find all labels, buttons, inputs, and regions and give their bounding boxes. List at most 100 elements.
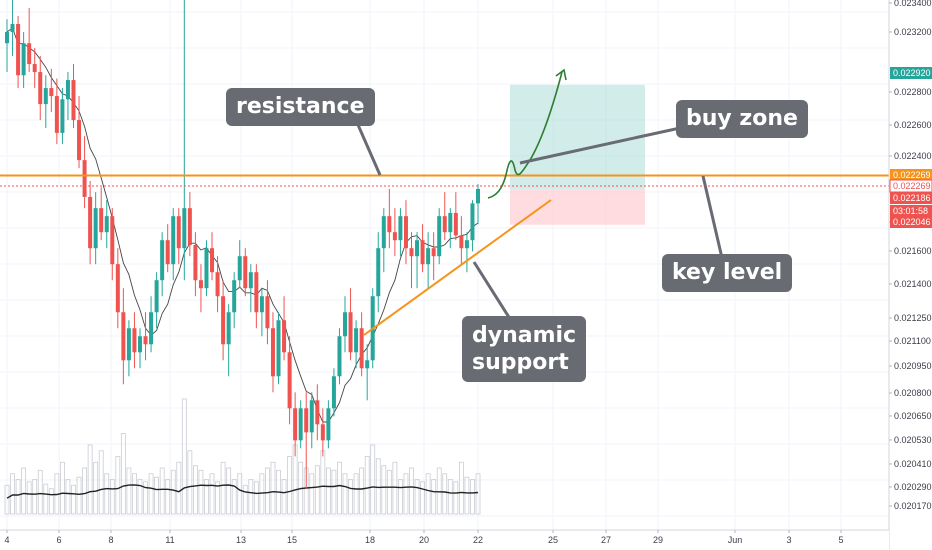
volume-bar: [237, 473, 243, 515]
volume-bar: [76, 476, 82, 515]
volume-bar: [458, 461, 464, 515]
candle: [121, 288, 126, 385]
volume-bar: [170, 469, 176, 515]
price-moving-average: [6, 27, 479, 423]
volume-bar: [215, 481, 220, 515]
volume-bar: [381, 465, 387, 515]
volume-bar: [43, 483, 49, 515]
resistance-pointer: [353, 117, 382, 176]
volume-bar: [226, 467, 232, 515]
price-tick-label: 0.022400: [894, 151, 932, 161]
candle: [99, 187, 104, 241]
candle: [82, 136, 87, 209]
volume-bar: [431, 479, 437, 515]
volume-bar: [375, 458, 381, 515]
price-tag: 0.022046: [890, 216, 932, 228]
candle: [442, 192, 447, 241]
volume-bar: [359, 467, 365, 515]
volume-bar: [159, 467, 165, 515]
time-tick-label: 4: [4, 535, 9, 545]
candle: [160, 232, 165, 297]
volume-bar: [420, 481, 425, 515]
candle: [88, 180, 93, 265]
volume-bar: [109, 479, 115, 515]
volume-bar: [470, 479, 475, 515]
volume-bar: [370, 444, 376, 515]
volume-bar: [442, 473, 448, 515]
candle: [326, 400, 331, 449]
time-tick-label: 18: [365, 535, 375, 545]
candle: [221, 280, 226, 361]
volume-bar: [265, 467, 270, 515]
candle: [426, 232, 431, 289]
candle: [376, 232, 381, 313]
candle: [182, 0, 187, 281]
time-tick-label: 29: [653, 535, 663, 545]
volume-bar: [281, 479, 287, 515]
volume-bar: [198, 469, 204, 515]
candle: [21, 32, 26, 89]
target-zone: [510, 84, 645, 190]
price-tag-text: 0.022269: [893, 170, 931, 180]
volume-bar: [71, 484, 76, 515]
candle: [254, 264, 259, 329]
price-tag-text: 0.022186: [893, 193, 931, 203]
time-tick-label: 20: [419, 535, 429, 545]
candle: [49, 68, 54, 113]
candle: [54, 78, 59, 145]
volume-bar: [425, 473, 431, 515]
price-tag-text: 03:01:58: [893, 206, 928, 216]
candle: [298, 400, 303, 449]
price-tag-text: 0.022269: [893, 181, 931, 191]
candle: [171, 208, 176, 281]
time-axis[interactable]: 4 6 8 11 13 15 18 20 22 25 27 29 Jun 3 5: [0, 529, 889, 550]
candle: [215, 256, 220, 313]
volume-bar: [314, 465, 320, 515]
candle: [204, 240, 209, 297]
volume-bar: [242, 484, 248, 515]
candle: [409, 232, 414, 289]
candle: [210, 232, 215, 281]
price-tick-label: 0.023400: [894, 0, 932, 8]
price-tag: 0.022920: [890, 67, 932, 79]
volume-bar: [65, 479, 71, 515]
volume-bar: [453, 481, 459, 515]
candle: [176, 208, 181, 265]
price-tick-label: 0.023200: [894, 27, 932, 37]
time-tick-label: 13: [236, 535, 246, 545]
volume-bar: [132, 473, 137, 515]
volume-bar: [165, 479, 171, 515]
position-zones: [510, 84, 645, 225]
price-tick-label: 0.020290: [894, 482, 932, 492]
candle: [16, 16, 21, 89]
volume-bar: [10, 473, 15, 515]
volume-bar: [21, 467, 27, 515]
dynamic-support-pointer: [472, 261, 514, 323]
dynamic-support-label: dynamic support: [462, 316, 587, 382]
dynamic-support-label-line2: support: [472, 350, 569, 375]
volume-bar: [60, 461, 65, 515]
candle: [187, 192, 192, 257]
candle: [71, 64, 76, 129]
candle: [459, 216, 464, 265]
volume-bar: [414, 479, 420, 515]
price-tag: 03:01:58: [890, 205, 932, 217]
volume-bar: [26, 481, 32, 515]
candle: [320, 408, 325, 457]
volume-moving-average: [6, 484, 479, 499]
candle: [309, 392, 314, 449]
candle: [265, 280, 270, 345]
volume-bar: [15, 479, 21, 515]
price-tag: 0.022186: [890, 192, 932, 204]
candle: [270, 312, 275, 393]
time-tick-label: 8: [108, 535, 113, 545]
volume-bar: [364, 456, 370, 515]
volume-bar: [248, 479, 254, 515]
price-axis[interactable]: 0.023400 0.023200 0.022800 0.022600 0.022400…: [888, 0, 932, 550]
time-tick-label: 11: [165, 535, 174, 545]
volume-bars: [4, 398, 481, 515]
time-tick-label: 25: [548, 535, 558, 545]
volume-bar: [120, 433, 126, 515]
